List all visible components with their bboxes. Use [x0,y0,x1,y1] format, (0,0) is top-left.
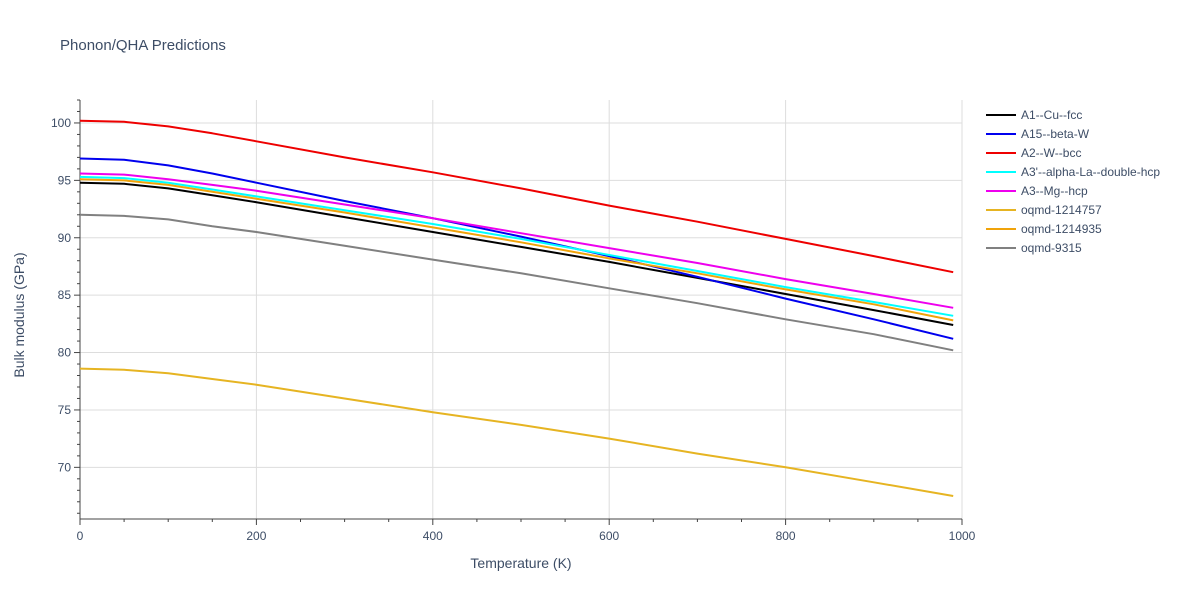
axes: 0 200 400 600 800 1000 70 75 80 85 90 95 100 [51,99,976,543]
legend: A1--Cu--fcc A15--beta-W A2--W--bcc A3'--alp… [986,108,1160,255]
y-tick-label: 70 [58,460,72,474]
series-line-A1--Cu--fcc [79,181,954,326]
legend-label: A2--W--bcc [1021,146,1081,160]
legend-item[interactable]: oqmd-1214757 [986,203,1102,217]
legend-label: oqmd-9315 [1021,241,1082,255]
legend-item[interactable]: A1--Cu--fcc [986,108,1082,122]
legend-item[interactable]: A15--beta-W [986,127,1090,141]
legend-label: A1--Cu--fcc [1021,108,1082,122]
series-line-A3--Mg--hcp [79,172,954,309]
legend-label: oqmd-1214935 [1021,222,1102,236]
legend-label: A15--beta-W [1021,127,1090,141]
legend-item[interactable]: A2--W--bcc [986,146,1081,160]
y-tick-label: 75 [58,403,72,417]
legend-item[interactable]: oqmd-1214935 [986,222,1102,236]
legend-item[interactable]: A3--Mg--hcp [986,184,1088,198]
x-axis-label: Temperature (K) [470,555,571,571]
x-tick-label: 1000 [949,529,976,543]
legend-label: oqmd-1214757 [1021,203,1102,217]
y-tick-label: 100 [51,116,71,130]
x-tick-label: 600 [599,529,619,543]
x-tick-label: 800 [776,529,796,543]
legend-item[interactable]: oqmd-9315 [986,241,1082,255]
y-tick-label: 95 [58,173,72,187]
y-tick-label: 80 [58,346,72,360]
y-tick-label: 85 [58,288,72,302]
legend-label: A3--Mg--hcp [1021,184,1088,198]
legend-label: A3'--alpha-La--double-hcp [1021,165,1160,179]
series-lines [79,119,954,497]
series-line-A3'--alpha-La--double-hcp [79,175,954,317]
series-line-oqmd-9315 [79,213,954,352]
series-line-oqmd-1214757 [79,367,954,497]
x-tick-label: 0 [77,529,84,543]
series-line-A2--W--bcc [79,119,954,274]
legend-item[interactable]: A3'--alpha-La--double-hcp [986,165,1160,179]
y-tick-label: 90 [58,231,72,245]
series-line-oqmd-1214935 [79,178,954,322]
chart-title: Phonon/QHA Predictions [60,37,226,54]
y-axis-label: Bulk modulus (GPa) [11,252,27,377]
x-tick-label: 400 [423,529,443,543]
grid [80,100,963,519]
x-tick-label: 200 [246,529,266,543]
